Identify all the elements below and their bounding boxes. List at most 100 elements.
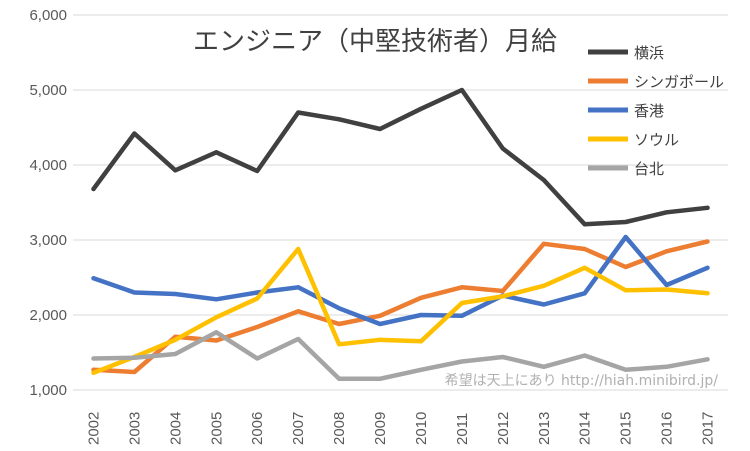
x-tick-label: 2016 <box>659 412 676 445</box>
y-tick-label: 3,000 <box>29 232 67 249</box>
series-line-0 <box>91 87 710 227</box>
data-point <box>132 370 137 374</box>
data-point <box>459 301 464 305</box>
data-point <box>255 169 260 173</box>
x-tick-label: 2013 <box>536 412 553 445</box>
data-point <box>378 127 383 131</box>
data-point <box>255 356 260 361</box>
data-point <box>173 168 178 173</box>
data-point <box>705 205 710 210</box>
x-tick-label: 2007 <box>290 412 307 445</box>
data-point <box>664 364 669 369</box>
series-line-1 <box>91 239 710 375</box>
chart-title: エンジニア（中堅技術者）月給 <box>193 27 557 57</box>
data-point <box>132 355 137 360</box>
data-point <box>296 110 301 115</box>
legend-label: ソウル <box>634 131 679 149</box>
data-point <box>459 359 464 364</box>
data-point <box>173 292 178 296</box>
data-point <box>296 247 301 251</box>
data-point <box>582 353 587 358</box>
data-point <box>500 289 505 293</box>
data-point <box>623 288 628 293</box>
data-point <box>459 88 464 92</box>
data-point <box>500 355 505 359</box>
data-point <box>173 352 178 356</box>
series-lines <box>91 87 710 382</box>
x-tick-label: 2012 <box>495 412 512 445</box>
data-point <box>91 370 96 375</box>
data-point <box>418 367 423 372</box>
data-point <box>623 235 628 239</box>
data-point <box>664 249 669 254</box>
legend-label: 台北 <box>634 160 664 178</box>
data-point <box>500 294 505 299</box>
legend-label: 香港 <box>634 102 664 120</box>
y-tick-label: 1,000 <box>29 382 67 399</box>
data-point <box>214 315 219 320</box>
data-point <box>705 357 710 362</box>
data-point <box>541 302 546 307</box>
data-point <box>459 285 464 290</box>
x-tick-label: 2002 <box>85 412 102 445</box>
data-point <box>296 285 301 290</box>
x-tick-label: 2006 <box>249 412 266 445</box>
data-point <box>214 150 219 155</box>
data-point <box>582 222 587 227</box>
data-point <box>337 322 342 326</box>
data-point <box>459 313 464 318</box>
data-point <box>378 313 383 318</box>
data-point <box>664 287 669 292</box>
data-point <box>91 356 96 361</box>
gridlines <box>73 14 728 391</box>
data-point <box>91 187 96 191</box>
data-point <box>664 283 669 287</box>
x-tick-label: 2004 <box>167 412 184 445</box>
data-point <box>705 239 710 244</box>
data-point <box>255 296 260 301</box>
y-tick-label: 5,000 <box>29 82 67 99</box>
data-point <box>378 376 383 381</box>
data-point <box>623 367 628 372</box>
data-point <box>582 265 587 270</box>
data-point <box>664 210 669 215</box>
data-point <box>337 117 342 122</box>
x-tick-label: 2003 <box>126 412 143 445</box>
data-point <box>705 291 710 296</box>
data-point <box>337 342 342 347</box>
data-point <box>500 146 505 151</box>
data-point <box>214 330 219 335</box>
data-point <box>418 295 423 300</box>
legend-label: 横浜 <box>634 44 664 62</box>
y-tick-label: 6,000 <box>29 7 67 24</box>
data-point <box>623 265 628 269</box>
data-point <box>173 337 178 342</box>
x-axis-ticks: 2002 2003 2004 2005 2006 2007 2008 2009 2010 2011… <box>85 412 716 445</box>
data-point <box>541 283 546 288</box>
data-point <box>337 376 342 381</box>
x-tick-label: 2010 <box>413 412 430 445</box>
data-point <box>582 291 587 296</box>
x-tick-label: 2005 <box>208 412 225 445</box>
y-axis-ticks: 1,000 2,000 3,000 4,000 5,000 6,000 <box>29 7 67 399</box>
data-point <box>214 297 219 302</box>
data-point <box>255 325 260 329</box>
y-tick-label: 4,000 <box>29 157 67 174</box>
series-line-3 <box>91 246 710 376</box>
x-tick-label: 2014 <box>577 412 594 445</box>
data-point <box>132 290 137 295</box>
data-point <box>296 309 301 314</box>
data-point <box>378 337 383 342</box>
data-point <box>418 313 423 317</box>
x-tick-label: 2015 <box>618 412 635 445</box>
data-point <box>623 220 628 224</box>
x-tick-label: 2017 <box>700 412 717 445</box>
data-point <box>296 337 301 341</box>
series-line-2 <box>91 234 710 327</box>
data-point <box>541 178 546 182</box>
data-point <box>541 364 546 369</box>
data-point <box>705 265 710 270</box>
watermark: 希望は天上にあり http://hiah.minibird.jp/ <box>445 373 719 389</box>
data-point <box>378 322 383 326</box>
